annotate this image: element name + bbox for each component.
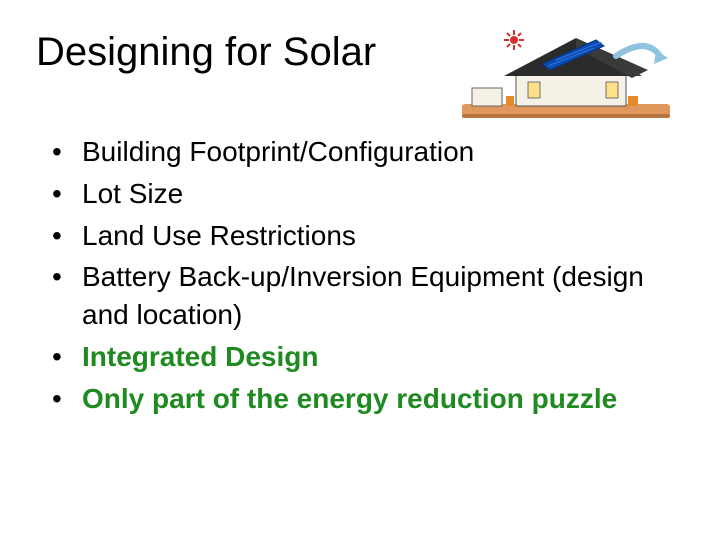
solar-house-illustration <box>456 26 676 126</box>
bullet-text: Building Footprint/Configuration <box>82 136 474 167</box>
slide: Designing for Solar <box>0 0 720 540</box>
bullet-item: Land Use Restrictions <box>52 217 684 255</box>
bullet-text: Land Use Restrictions <box>82 220 356 251</box>
bullet-list: Building Footprint/Configuration Lot Siz… <box>36 133 684 418</box>
bullet-text: Lot Size <box>82 178 183 209</box>
bullet-text-highlight: Only part of the energy reduction puzzle <box>82 383 617 414</box>
bullet-item: Only part of the energy reduction puzzle <box>52 380 684 418</box>
bullet-item: Battery Back-up/Inversion Equipment (des… <box>52 258 684 334</box>
bullet-text-highlight: Integrated Design <box>82 341 318 372</box>
bullet-item: Integrated Design <box>52 338 684 376</box>
bullet-text: Battery Back-up/Inversion Equipment (des… <box>82 261 644 330</box>
bullet-item: Building Footprint/Configuration <box>52 133 684 171</box>
bullet-item: Lot Size <box>52 175 684 213</box>
